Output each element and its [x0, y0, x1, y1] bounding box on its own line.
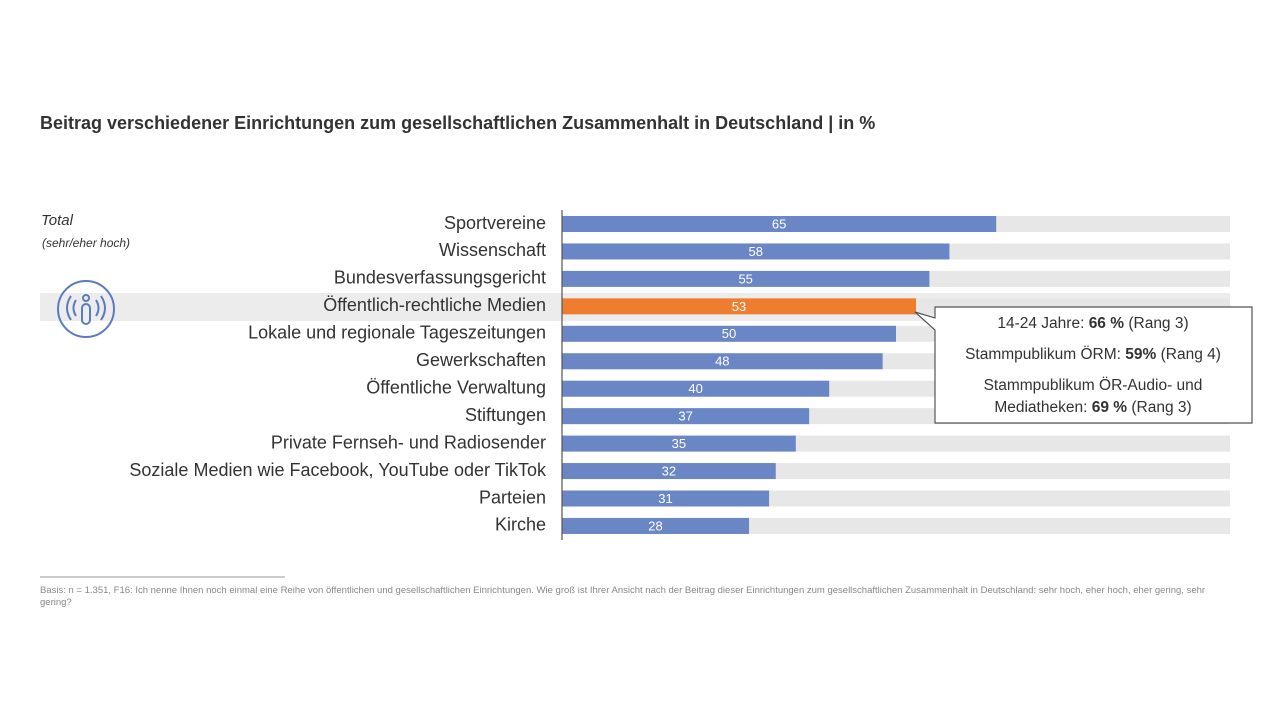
bar: [562, 463, 776, 480]
category-label: Wissenschaft: [439, 240, 546, 260]
footnote: Basis: n = 1.351, F16: Ich nenne Ihnen n…: [40, 585, 1206, 608]
bar: [562, 270, 930, 287]
value-label: 50: [722, 326, 736, 341]
bar: [562, 490, 770, 507]
bar: [562, 408, 810, 425]
callout-text: (Rang 3): [1127, 399, 1192, 416]
bar: [562, 435, 796, 452]
group-label: Total: [41, 212, 74, 229]
value-label: 55: [738, 271, 752, 286]
callout-text: 69 %: [1092, 399, 1128, 416]
callout-line: Mediatheken: 69 % (Rang 3): [994, 399, 1191, 416]
value-label: 53: [732, 299, 746, 314]
category-label: Öffentliche Verwaltung: [366, 377, 546, 397]
callout-text: Mediatheken:: [994, 399, 1091, 416]
callout-text: (Rang 4): [1156, 346, 1221, 363]
callout-text: (Rang 3): [1124, 315, 1189, 332]
category-label: Parteien: [479, 487, 546, 507]
value-label: 35: [672, 436, 686, 451]
bar: [562, 216, 997, 232]
bar: [562, 243, 950, 260]
value-label: 32: [662, 463, 676, 478]
callout-text: Stammpublikum ÖR-Audio- und: [984, 376, 1203, 394]
chart-title: Beitrag verschiedener Einrichtungen zum …: [40, 113, 875, 133]
bar: [562, 325, 896, 342]
category-label: Gewerkschaften: [416, 350, 546, 370]
callout: 14-24 Jahre: 66 % (Rang 3) Stammpublikum …: [914, 306, 1253, 424]
category-label: Private Fernseh- und Radiosender: [271, 432, 546, 452]
category-label: Stiftungen: [465, 405, 546, 425]
callout-text: Stammpublikum ÖRM:: [965, 345, 1125, 363]
category-label: Öffentlich-rechtliche Medien: [323, 295, 546, 315]
icon: [57, 280, 115, 338]
callout-text: 59%: [1125, 346, 1156, 363]
category-label: Sportvereine: [444, 213, 546, 233]
value-label: 58: [748, 244, 762, 259]
category-label: Bundesverfassungsgericht: [334, 268, 546, 288]
callout-line: 14-24 Jahre: 66 % (Rang 3): [997, 315, 1188, 332]
category-label: Lokale und regionale Tageszeitungen: [248, 323, 546, 343]
bar: [562, 380, 830, 397]
category-label: Kirche: [495, 515, 546, 535]
category-label: Soziale Medien wie Facebook, YouTube ode…: [129, 460, 547, 480]
callout-line: Stammpublikum ÖRM: 59% (Rang 4): [965, 345, 1221, 363]
callout-text: 14-24 Jahre:: [997, 315, 1088, 332]
group-sublabel: (sehr/eher hoch): [42, 236, 130, 250]
value-label: 37: [678, 409, 692, 424]
bar: [562, 298, 917, 315]
callout-text: 66 %: [1089, 315, 1125, 332]
value-label: 28: [648, 518, 662, 533]
bar: [562, 517, 750, 534]
value-label: 31: [658, 491, 672, 506]
value-label: 48: [715, 354, 729, 369]
value-label: 40: [688, 381, 702, 396]
value-label: 65: [772, 216, 786, 231]
bar: [562, 353, 883, 370]
callout-line: Stammpublikum ÖR-Audio- und: [984, 376, 1203, 394]
